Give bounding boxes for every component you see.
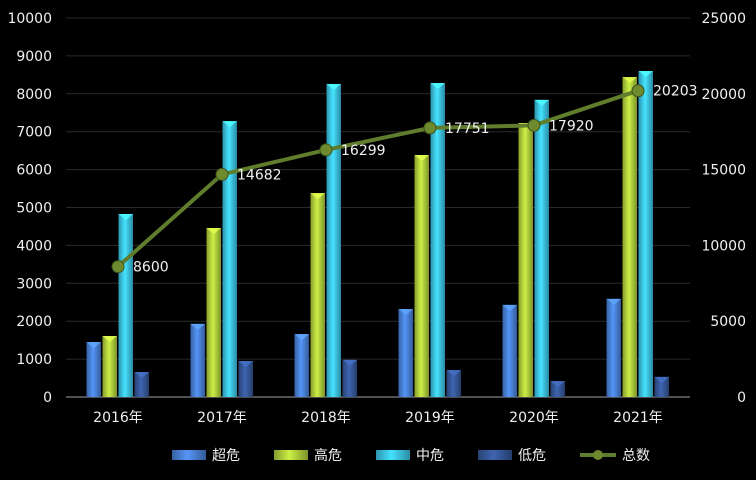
legend-label: 超危 — [212, 448, 240, 464]
line-总数 — [116, 88, 639, 269]
bar-cap — [310, 193, 325, 200]
bar-中危-2019年 — [430, 82, 445, 397]
y-right-tick-label: 15000 — [701, 163, 746, 179]
y-left-tick-label: 0 — [43, 390, 52, 406]
bar-超危-2017年 — [190, 323, 205, 397]
y-left-tick-label: 6000 — [16, 163, 52, 179]
legend-swatch — [376, 450, 410, 460]
line-point — [111, 260, 125, 274]
bar-cap — [550, 381, 565, 388]
bar-高危-2021年 — [622, 77, 637, 398]
data-label: 20203 — [653, 84, 698, 100]
line-point — [319, 143, 333, 157]
bar-cap — [238, 360, 253, 367]
bar-低危-2021年 — [654, 376, 669, 397]
y-right-tick-label: 20000 — [701, 87, 746, 103]
y-left-tick-label: 8000 — [16, 87, 52, 103]
bar-中危-2020年 — [534, 99, 549, 397]
bar-cap — [206, 227, 221, 234]
bar-cap — [622, 77, 637, 84]
bar-低危-2019年 — [446, 370, 461, 397]
bar-超危-2021年 — [606, 298, 621, 397]
data-label: 16299 — [341, 143, 386, 159]
bar-cap — [134, 371, 149, 378]
bar-中危-2017年 — [222, 121, 237, 397]
bar-cap — [326, 83, 341, 90]
y-right-tick-label: 10000 — [701, 238, 746, 254]
bar-超危-2018年 — [294, 334, 309, 397]
bar-cap — [342, 359, 357, 366]
legend-label: 中危 — [416, 448, 444, 464]
legend-label: 低危 — [518, 448, 546, 464]
x-tick-label: 2020年 — [509, 410, 559, 426]
legend-swatch — [478, 450, 512, 460]
y-left-tick-label: 9000 — [16, 49, 52, 65]
legend-swatch — [274, 450, 308, 460]
line-point — [215, 167, 229, 181]
y-left-tick-label: 2000 — [16, 314, 52, 330]
x-tick-label: 2021年 — [613, 410, 663, 426]
data-label: 8600 — [133, 260, 169, 276]
bar-cap — [606, 298, 621, 305]
bar-低危-2018年 — [342, 359, 357, 397]
x-tick-label: 2019年 — [405, 410, 455, 426]
legend-label: 总数 — [622, 448, 650, 464]
bar-cap — [398, 309, 413, 316]
x-tick-label: 2018年 — [301, 410, 351, 426]
y-left-tick-label: 7000 — [16, 125, 52, 141]
y-right-tick-label: 5000 — [710, 314, 746, 330]
bar-超危-2020年 — [502, 304, 517, 397]
bar-超危-2019年 — [398, 309, 413, 397]
y-left-tick-label: 5000 — [16, 201, 52, 217]
bar-高危-2017年 — [206, 227, 221, 397]
bar-中危-2016年 — [118, 213, 133, 397]
bar-高危-2019年 — [414, 155, 429, 397]
line-point — [527, 118, 541, 132]
bar-cap — [102, 335, 117, 342]
line-point — [631, 84, 645, 98]
bar-cap — [638, 71, 653, 78]
legend-marker — [593, 450, 603, 460]
y-left-tick-label: 4000 — [16, 238, 52, 254]
bar-cap — [534, 99, 549, 106]
y-left-tick-label: 1000 — [16, 352, 52, 368]
bar-中危-2021年 — [638, 71, 653, 397]
bar-cap — [414, 155, 429, 162]
bar-低危-2016年 — [134, 371, 149, 397]
data-label: 17751 — [445, 121, 490, 137]
y-right-tick-label: 25000 — [701, 11, 746, 27]
y-left-tick-label: 3000 — [16, 276, 52, 292]
bar-cap — [86, 342, 101, 349]
x-tick-label: 2016年 — [93, 410, 143, 426]
bar-cap — [190, 323, 205, 330]
bar-cap — [118, 213, 133, 220]
line-point — [423, 121, 437, 135]
bar-高危-2020年 — [518, 122, 533, 397]
bar-cap — [294, 334, 309, 341]
bar-cap — [430, 82, 445, 89]
y-left-tick-label: 10000 — [7, 11, 52, 27]
y-right-tick-label: 0 — [737, 390, 746, 406]
legend-swatch — [172, 450, 206, 460]
bar-cap — [654, 376, 669, 383]
legend-label: 高危 — [314, 447, 342, 464]
bar-低危-2020年 — [550, 381, 565, 397]
bar-超危-2016年 — [86, 342, 101, 397]
bar-高危-2016年 — [102, 335, 117, 397]
data-label: 14682 — [237, 167, 282, 183]
bar-低危-2017年 — [238, 360, 253, 397]
bar-cap — [222, 121, 237, 128]
bar-中危-2018年 — [326, 83, 341, 398]
bar-高危-2018年 — [310, 193, 325, 397]
bar-cap — [502, 304, 517, 311]
data-label: 17920 — [549, 118, 594, 134]
x-tick-label: 2017年 — [197, 410, 247, 426]
bar-cap — [446, 370, 461, 377]
